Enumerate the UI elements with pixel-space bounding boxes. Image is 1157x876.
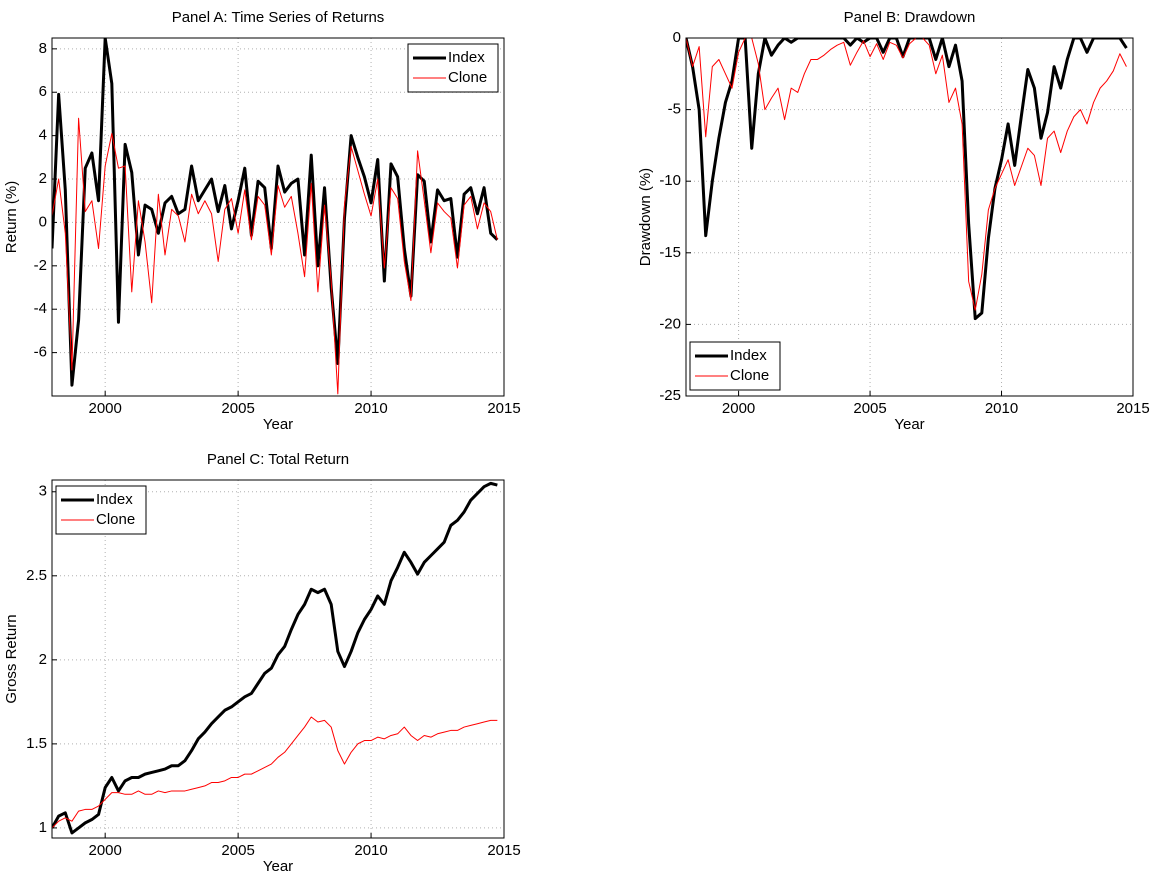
legend: Index Clone [689,341,781,391]
series-line [686,38,1128,321]
legend-label: Index [730,347,767,364]
y-axis-label: Return (%) [3,181,20,254]
y-tick-label: 3 [39,483,47,500]
legend-box [689,341,781,391]
y-tick-label: -6 [34,344,47,361]
x-tick-label: 2000 [722,400,755,417]
legend-label: Clone [730,367,769,384]
x-tick-label: 2005 [221,842,254,859]
x-tick-label: 2015 [487,842,520,859]
series-line [52,716,498,829]
series-group [686,38,1128,321]
y-tick-label: -20 [659,315,681,332]
axes-frame [51,37,505,397]
y-tick-label: 6 [39,83,47,100]
x-tick-label: 2000 [88,400,121,417]
x-tick-label: 2010 [354,842,387,859]
axes-frame [685,37,1134,397]
x-tick-label: 2010 [985,400,1018,417]
x-tick-label: 2005 [853,400,886,417]
y-axis-label: Drawdown (%) [637,168,654,266]
legend: Index Clone [55,485,147,535]
y-tick-label: 8 [39,40,47,57]
legend-label: Index [448,49,485,66]
legend: Index Clone [407,43,499,93]
y-tick-label: -2 [34,257,47,274]
x-tick-label: 2010 [354,400,387,417]
chart-title: Panel B: Drawdown [844,9,976,26]
plot-area [686,38,1133,396]
y-tick-label: 1 [39,819,47,836]
y-tick-label: 2 [39,170,47,187]
x-tick-label: 2000 [88,842,121,859]
y-tick-label: 4 [39,127,47,144]
y-tick-label: 0 [39,213,47,230]
x-tick-label: 2015 [1116,400,1149,417]
legend-box [407,43,499,93]
legend-box [55,485,147,535]
legend-label: Index [96,491,133,508]
panel: 2000 2005 2010 2015 1 1.5 2 2.5 3 Panel C: Total … [3,451,521,875]
series-line [686,38,1127,311]
y-tick-label: -4 [34,300,47,317]
y-tick-label: 1.5 [26,735,47,752]
x-axis-label: Year [263,416,293,433]
x-tick-label: 2015 [487,400,520,417]
chart-title: Panel A: Time Series of Returns [172,9,385,26]
series-group [52,481,498,835]
axes-frame [51,479,505,839]
y-tick-label: -10 [659,172,681,189]
legend-label: Clone [448,69,487,86]
y-tick-label: 2 [39,651,47,668]
series-line [52,481,498,835]
x-axis-label: Year [263,858,293,875]
legend-label: Clone [96,511,135,528]
panel: 2000 2005 2010 2015 -6 -4 -2 0 2 4 6 8 Panel A: Time… [3,9,521,433]
series-line [52,117,498,395]
chart-title: Panel C: Total Return [207,451,349,468]
x-tick-label: 2005 [221,400,254,417]
series-line [52,38,499,387]
y-tick-label: 2.5 [26,567,47,584]
y-tick-label: 0 [673,29,681,46]
y-tick-label: -15 [659,244,681,261]
x-axis-label: Year [894,416,924,433]
series-group [52,38,499,395]
y-tick-label: -25 [659,387,681,404]
y-tick-label: -5 [668,101,681,118]
y-axis-label: Gross Return [3,614,20,703]
panel: 2000 2005 2010 2015 -25 -20 -15 -10 -5 0 Panel B: … [637,9,1150,433]
